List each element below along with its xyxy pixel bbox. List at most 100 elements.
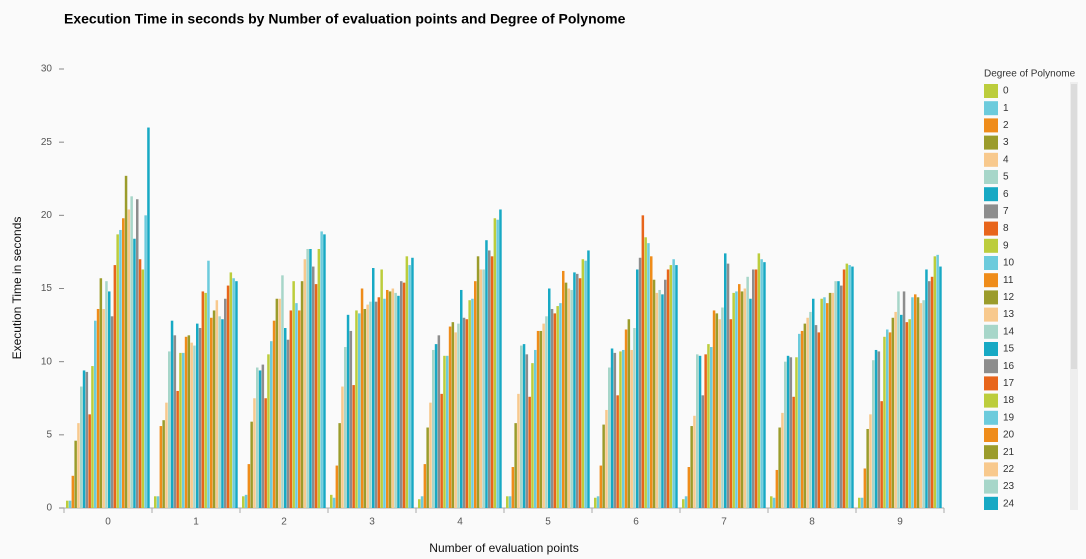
bar bbox=[418, 499, 421, 508]
bar bbox=[914, 294, 917, 508]
bar bbox=[162, 420, 165, 508]
bar bbox=[397, 295, 400, 508]
bar bbox=[840, 285, 843, 508]
bar bbox=[460, 289, 463, 508]
bar bbox=[687, 467, 691, 508]
bar bbox=[74, 440, 77, 508]
bar bbox=[880, 401, 883, 508]
bar bbox=[201, 291, 205, 508]
bar bbox=[218, 316, 221, 508]
legend-label: 24 bbox=[1003, 498, 1015, 509]
bar bbox=[94, 320, 97, 508]
bar bbox=[488, 250, 491, 508]
bar bbox=[261, 364, 265, 508]
bar bbox=[792, 396, 795, 508]
bar bbox=[701, 395, 705, 508]
bar bbox=[548, 288, 551, 508]
legend-swatch bbox=[984, 324, 998, 339]
bar bbox=[693, 415, 696, 508]
bar bbox=[105, 281, 108, 508]
bar bbox=[451, 322, 455, 508]
bar bbox=[168, 351, 171, 508]
bar bbox=[226, 285, 230, 508]
legend-label: 6 bbox=[1003, 189, 1009, 200]
bar bbox=[919, 303, 923, 508]
bar bbox=[778, 427, 781, 508]
legend-swatch bbox=[984, 393, 998, 408]
bar bbox=[457, 323, 460, 508]
bar bbox=[402, 282, 406, 508]
bar bbox=[743, 288, 747, 508]
bar bbox=[408, 265, 411, 508]
y-tick-label: 30 bbox=[41, 64, 53, 75]
bar bbox=[669, 265, 673, 508]
bar bbox=[244, 494, 248, 508]
legend-swatch bbox=[984, 445, 998, 460]
bar bbox=[812, 298, 815, 508]
bar bbox=[675, 265, 678, 508]
legend-label: 11 bbox=[1003, 275, 1014, 286]
x-tick-label: 9 bbox=[897, 517, 903, 528]
bar bbox=[400, 281, 403, 508]
bar bbox=[198, 328, 202, 508]
bar bbox=[267, 354, 270, 508]
bar bbox=[553, 313, 557, 508]
bar bbox=[622, 349, 625, 508]
bar bbox=[338, 423, 341, 508]
bar bbox=[462, 317, 466, 508]
bar bbox=[119, 229, 122, 508]
legend-scroll-thumb[interactable] bbox=[1071, 84, 1077, 369]
bar bbox=[71, 475, 75, 508]
bar bbox=[916, 297, 920, 508]
legend-label: 15 bbox=[1003, 344, 1015, 355]
bar bbox=[295, 303, 298, 508]
bar bbox=[789, 357, 793, 508]
bar bbox=[190, 342, 193, 508]
bar bbox=[474, 281, 477, 508]
bar bbox=[630, 349, 633, 508]
bar bbox=[391, 288, 395, 508]
bar bbox=[221, 319, 224, 508]
bar bbox=[644, 237, 647, 509]
bar bbox=[256, 367, 259, 508]
bar bbox=[939, 266, 942, 508]
bar bbox=[729, 319, 733, 508]
bar bbox=[528, 396, 531, 508]
bar bbox=[613, 352, 617, 508]
bar bbox=[429, 402, 432, 508]
bar bbox=[346, 314, 350, 508]
legend-label: 22 bbox=[1003, 464, 1015, 475]
bar bbox=[454, 332, 457, 508]
legend-swatch bbox=[984, 84, 998, 98]
legend-swatch bbox=[984, 376, 998, 391]
legend-label: 19 bbox=[1003, 412, 1015, 423]
bar bbox=[624, 329, 628, 508]
bar bbox=[374, 301, 378, 508]
bar bbox=[682, 499, 685, 508]
bar bbox=[434, 344, 438, 508]
bar bbox=[883, 336, 886, 508]
bar bbox=[647, 243, 650, 509]
bar bbox=[578, 278, 582, 508]
bar bbox=[823, 297, 826, 508]
legend-label: 16 bbox=[1003, 361, 1015, 372]
bar bbox=[726, 263, 730, 508]
y-axis-title: Execution Time in seconds bbox=[10, 217, 24, 360]
x-tick-label: 3 bbox=[369, 517, 375, 528]
bar bbox=[817, 332, 821, 508]
bar bbox=[911, 297, 914, 508]
bar bbox=[925, 269, 928, 508]
bar bbox=[666, 269, 670, 508]
legend-swatch bbox=[984, 410, 998, 425]
bar bbox=[312, 266, 315, 508]
bar bbox=[411, 257, 414, 508]
bar bbox=[784, 361, 787, 508]
bar bbox=[323, 234, 326, 508]
bar bbox=[556, 306, 559, 508]
bar bbox=[754, 269, 758, 508]
bar bbox=[698, 355, 702, 508]
bar bbox=[826, 303, 829, 508]
bar bbox=[536, 330, 540, 508]
bar bbox=[355, 310, 358, 508]
bar bbox=[616, 395, 619, 508]
